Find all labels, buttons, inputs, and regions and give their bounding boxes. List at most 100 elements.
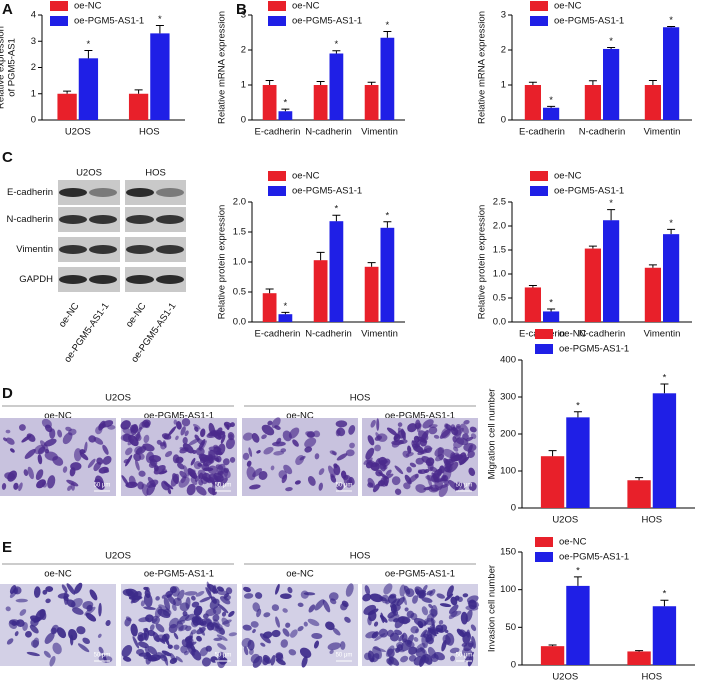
cell <box>419 654 426 667</box>
y-tick-label: 3 <box>501 10 506 21</box>
cell <box>387 611 396 619</box>
blot-band <box>156 215 184 224</box>
cell <box>330 475 337 483</box>
cell <box>417 620 424 628</box>
cell <box>134 433 142 442</box>
cell <box>363 652 372 661</box>
legend-swatch <box>268 186 286 196</box>
cell <box>134 459 140 471</box>
cell <box>271 604 280 612</box>
cell <box>450 452 456 459</box>
cell <box>121 644 133 658</box>
bar <box>313 260 328 322</box>
blot-band <box>126 215 154 224</box>
cell <box>94 475 104 490</box>
y-tick-label: 2.0 <box>493 221 506 232</box>
cell <box>128 475 136 487</box>
cell <box>299 647 312 658</box>
cell <box>450 655 456 662</box>
cell <box>367 435 375 446</box>
error-bar <box>528 285 537 288</box>
cell <box>243 586 251 593</box>
bar <box>603 220 620 322</box>
cell <box>297 602 304 608</box>
cell <box>389 593 397 599</box>
bar <box>540 456 565 508</box>
cell <box>369 593 383 603</box>
cell <box>168 623 178 634</box>
blot-band <box>59 188 87 197</box>
scale-bar-label: 50 μm <box>94 483 111 489</box>
micrograph: 50 μm <box>362 583 480 667</box>
cell <box>35 469 44 481</box>
y-axis-label: Relative mRNA expression <box>217 11 228 124</box>
cell <box>262 631 273 639</box>
micrograph: 50 μm <box>242 417 358 496</box>
cell <box>328 465 336 478</box>
cell <box>93 437 104 445</box>
y-tick-label: 150 <box>500 547 516 558</box>
y-axis-label: Relative protein expression <box>477 205 488 320</box>
cell <box>82 637 90 645</box>
cell <box>423 445 432 454</box>
y-axis-label: Relative protein expression <box>217 205 228 320</box>
bar <box>627 480 651 508</box>
cell <box>261 424 275 436</box>
cell <box>169 653 177 663</box>
cell <box>173 632 179 640</box>
cell <box>404 474 412 485</box>
cell <box>14 631 19 637</box>
cell <box>255 592 263 599</box>
cell <box>348 424 356 435</box>
cell <box>329 649 334 655</box>
cell <box>454 595 460 601</box>
significance-star: * <box>663 589 667 600</box>
cell <box>37 454 43 465</box>
cell <box>435 454 445 462</box>
cell <box>175 656 183 663</box>
legend-label: oe-PGM5-AS1-1 <box>292 16 362 27</box>
cell <box>183 650 189 656</box>
bar <box>78 58 99 120</box>
legend-swatch <box>530 16 548 26</box>
cell <box>460 611 468 625</box>
legend-swatch <box>530 171 548 181</box>
cell <box>449 647 460 654</box>
cell <box>327 642 341 651</box>
cell <box>394 616 405 629</box>
y-tick-label: 200 <box>500 429 516 440</box>
x-tick-label: HOS <box>641 672 662 683</box>
error-bar <box>548 644 557 647</box>
cell <box>308 604 316 613</box>
cell <box>33 586 41 598</box>
bar <box>663 27 680 120</box>
significance-star: * <box>669 218 673 229</box>
cell <box>18 482 23 492</box>
cell <box>468 467 476 477</box>
cell <box>69 467 76 477</box>
cell <box>39 609 47 621</box>
blot-row-label: GAPDH <box>19 274 53 285</box>
cell <box>167 644 173 649</box>
image-group-header: U2OS <box>105 393 131 404</box>
cell <box>56 627 67 639</box>
cell <box>97 633 102 638</box>
error-bar <box>547 308 556 312</box>
cell <box>186 639 193 646</box>
cell <box>219 596 231 605</box>
legend-swatch <box>535 329 553 339</box>
error-bar <box>134 89 143 94</box>
cell <box>26 433 36 442</box>
error-bar <box>660 599 669 607</box>
significance-star: * <box>284 98 288 109</box>
cell <box>217 443 226 456</box>
y-tick-label: 0.0 <box>233 317 246 328</box>
cell <box>385 469 392 476</box>
cell <box>102 444 109 455</box>
cell <box>463 443 477 452</box>
cell <box>413 636 419 642</box>
cell <box>160 654 168 662</box>
cell <box>427 461 434 472</box>
error-bar <box>155 25 164 34</box>
cell <box>213 444 219 449</box>
